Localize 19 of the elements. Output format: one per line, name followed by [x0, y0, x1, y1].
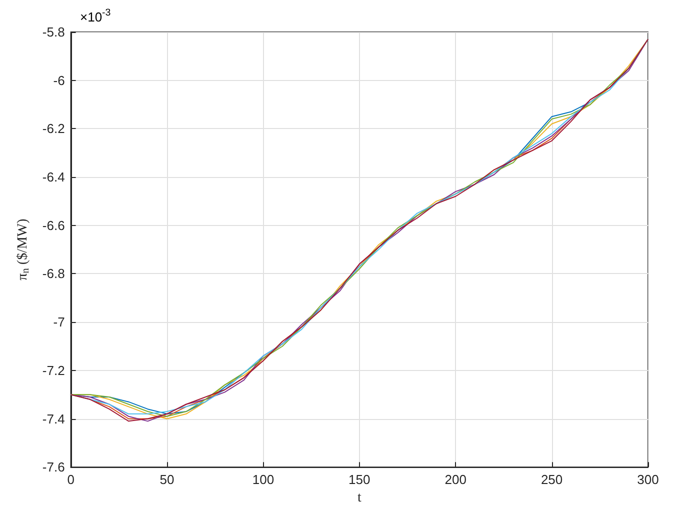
- x-tick-label: 100: [252, 472, 274, 488]
- y-tick-label: -7: [53, 314, 65, 330]
- y-tick-label: -5.8: [42, 24, 65, 40]
- y-tick-label: -7.4: [42, 411, 65, 426]
- x-tick-label: 200: [444, 472, 466, 488]
- y-tick-label: -6.8: [42, 266, 65, 282]
- x-tick-label: 50: [160, 472, 174, 488]
- y-tick-label: -7.6: [42, 460, 65, 475]
- y-tick-label: -6.6: [42, 218, 65, 233]
- y-tick-label: -6: [53, 72, 65, 88]
- y-tick-label: -6.2: [42, 121, 65, 136]
- x-tick-label: 0: [67, 472, 74, 488]
- x-axis-title: t: [357, 490, 362, 506]
- x-tick-label: 250: [540, 472, 563, 488]
- y-tick-label: -6.4: [42, 170, 65, 185]
- y-axis-title: πn ($/MW): [16, 218, 32, 280]
- y-tick-label: -7.2: [42, 362, 65, 378]
- x-tick-label: 300: [637, 472, 659, 488]
- x-tick-label: 150: [348, 472, 370, 488]
